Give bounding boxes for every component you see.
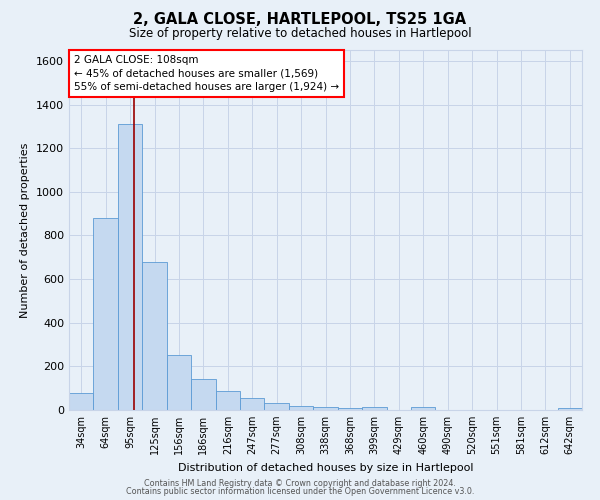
Bar bbox=[557, 408, 582, 410]
Bar bbox=[69, 392, 94, 410]
Bar bbox=[362, 407, 386, 410]
Bar bbox=[289, 406, 313, 410]
Bar bbox=[265, 404, 289, 410]
Bar bbox=[167, 356, 191, 410]
Bar bbox=[338, 408, 362, 410]
Bar bbox=[191, 380, 215, 410]
Text: 2, GALA CLOSE, HARTLEPOOL, TS25 1GA: 2, GALA CLOSE, HARTLEPOOL, TS25 1GA bbox=[133, 12, 467, 28]
Bar bbox=[313, 408, 338, 410]
Bar bbox=[215, 392, 240, 410]
X-axis label: Distribution of detached houses by size in Hartlepool: Distribution of detached houses by size … bbox=[178, 462, 473, 472]
Bar bbox=[118, 124, 142, 410]
Bar bbox=[94, 218, 118, 410]
Bar bbox=[240, 398, 265, 410]
Text: Contains public sector information licensed under the Open Government Licence v3: Contains public sector information licen… bbox=[126, 487, 474, 496]
Text: 2 GALA CLOSE: 108sqm
← 45% of detached houses are smaller (1,569)
55% of semi-de: 2 GALA CLOSE: 108sqm ← 45% of detached h… bbox=[74, 56, 339, 92]
Bar bbox=[411, 408, 436, 410]
Y-axis label: Number of detached properties: Number of detached properties bbox=[20, 142, 31, 318]
Bar bbox=[142, 262, 167, 410]
Text: Size of property relative to detached houses in Hartlepool: Size of property relative to detached ho… bbox=[128, 28, 472, 40]
Text: Contains HM Land Registry data © Crown copyright and database right 2024.: Contains HM Land Registry data © Crown c… bbox=[144, 478, 456, 488]
